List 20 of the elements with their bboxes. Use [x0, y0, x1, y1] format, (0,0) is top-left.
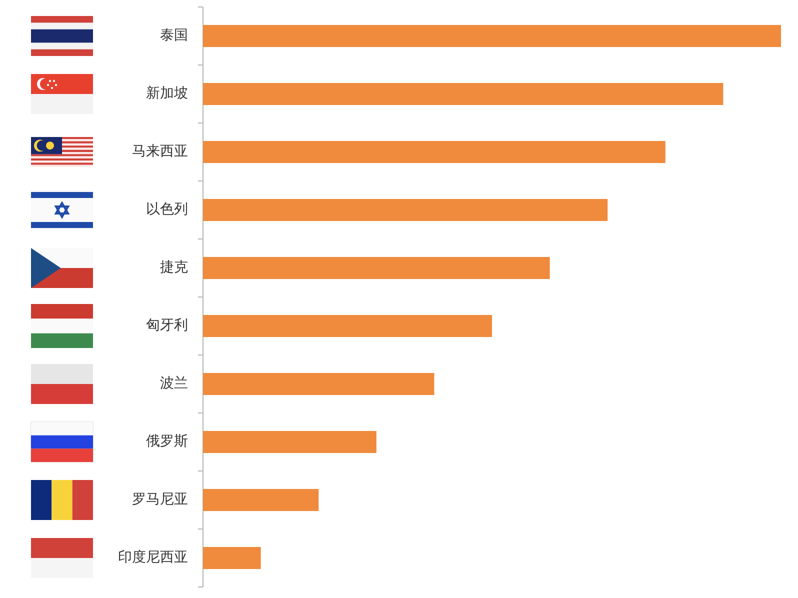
bar	[203, 314, 492, 338]
y-tick-label: 捷克	[160, 260, 188, 276]
bar	[203, 198, 608, 222]
y-tick-label: 罗马尼亚	[132, 492, 188, 508]
y-tick-label: 匈牙利	[146, 318, 188, 334]
y-tick-label: 以色列	[146, 202, 188, 218]
bar	[203, 430, 376, 454]
bar	[203, 140, 666, 164]
bar	[203, 24, 781, 48]
bar	[203, 372, 434, 396]
y-tick-label: 俄罗斯	[146, 434, 188, 450]
bar	[203, 256, 550, 280]
bar	[203, 546, 261, 570]
bar	[203, 82, 724, 106]
y-tick-label: 马来西亚	[132, 144, 188, 160]
y-tick-label: 波兰	[160, 376, 188, 392]
y-tick-label: 印度尼西亚	[118, 550, 188, 566]
bar	[203, 488, 319, 512]
y-tick-label: 新加坡	[146, 86, 188, 102]
y-tick-label: 泰国	[160, 28, 188, 44]
